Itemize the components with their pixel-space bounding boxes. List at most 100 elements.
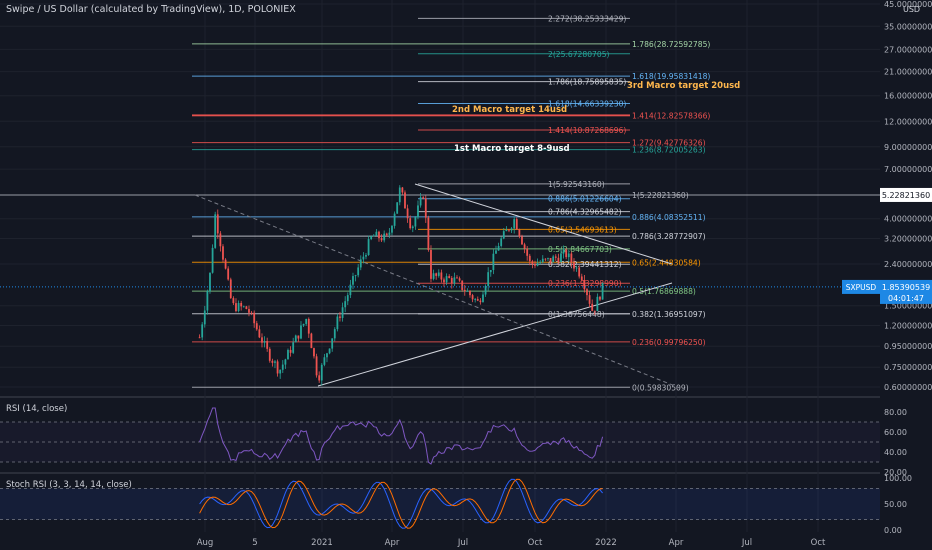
candle-body: [492, 253, 495, 271]
candle-body: [245, 306, 248, 310]
candle-body: [599, 296, 601, 300]
candle-body: [458, 278, 461, 281]
currency-label: USD: [903, 5, 920, 14]
candle-body: [430, 250, 432, 279]
stoch-tick-label: 50.00: [884, 500, 907, 509]
candle-body: [237, 302, 240, 312]
candle-body: [461, 280, 464, 290]
candle-body: [596, 296, 599, 312]
rsi-tick-label: 80.00: [884, 408, 907, 417]
candle-body: [294, 335, 297, 343]
candle-body: [378, 231, 380, 239]
candle-body: [318, 375, 321, 381]
price-tick-label: 45.00000000: [884, 0, 932, 9]
candle-body: [583, 280, 586, 290]
symbol-tag-text: SXPUSD: [846, 283, 877, 292]
time-axis[interactable]: Aug 5 2021 Apr Jul Oct 2022 Apr Jul Oct: [197, 538, 826, 548]
price-axis[interactable]: 45.00000000 35.00000000 27.00000000 21.0000…: [0, 0, 932, 392]
candle-body: [427, 217, 430, 251]
candle-body: [271, 360, 274, 363]
candle-body: [580, 276, 583, 281]
candle-body: [229, 279, 232, 299]
candle-body: [404, 192, 406, 209]
candle-body: [409, 218, 412, 229]
rsi-label[interactable]: RSI (14, close): [6, 404, 68, 414]
stoch-rsi-label[interactable]: Stoch RSI (3, 3, 14, 14, close): [6, 480, 132, 490]
candle-body: [253, 312, 256, 324]
resistance-trendline: [414, 183, 673, 265]
candle-body: [432, 273, 435, 279]
candle-body: [500, 238, 503, 246]
candle-body: [349, 284, 352, 296]
price-tick-label: 9.00000000: [884, 143, 932, 152]
price-tick-label: 0.95000000: [884, 342, 932, 351]
candle-body: [435, 273, 438, 276]
candle-body: [255, 323, 258, 330]
price-tick-label: 1.20000000: [884, 322, 932, 331]
candle-body: [370, 236, 373, 240]
candle-body: [352, 276, 354, 285]
candle-body: [396, 202, 399, 214]
candle-body: [240, 302, 243, 307]
stoch-rsi-pane[interactable]: 100.00 50.00 0.00: [0, 474, 912, 535]
candle-body: [281, 364, 284, 370]
candle-body: [554, 256, 557, 258]
candle-body: [422, 197, 425, 199]
candle-body: [487, 272, 490, 287]
price-tick-label: 35.00000000: [884, 22, 932, 31]
rsi-tick-label: 40.00: [884, 448, 907, 457]
fib-label: 0.236(0.99796250): [632, 338, 706, 347]
candle-body: [289, 349, 292, 353]
candle-body: [573, 262, 575, 269]
rsi-pane[interactable]: 80.00 60.00 40.00 20.00: [0, 407, 907, 477]
stoch-k-line: [199, 478, 603, 529]
time-tick-label: Jul: [741, 538, 752, 548]
candle-body: [372, 235, 375, 237]
candle-body: [534, 263, 536, 266]
candle-body: [448, 276, 451, 278]
candle-body: [570, 253, 573, 263]
pane-separator: [0, 396, 880, 398]
candle-body: [601, 282, 604, 300]
candle-body: [219, 233, 222, 247]
candle-body: [235, 303, 237, 312]
candle-body: [391, 225, 393, 233]
macro-target-label: 1st Macro target 8-9usd: [454, 144, 570, 154]
candle-body: [476, 299, 479, 301]
candle-body: [591, 303, 594, 311]
candle-body: [450, 277, 453, 284]
last-price-tag: [880, 279, 932, 304]
fib-label: 1.414(10.87268696): [548, 126, 626, 135]
candle-body: [419, 197, 422, 206]
candle-body: [232, 298, 235, 304]
fib-label: 0(1.36756448): [548, 310, 605, 319]
candle-body: [300, 325, 302, 339]
macro-annotations: 3rd Macro target 20usd 2nd Macro target 1…: [452, 81, 740, 154]
fib-label: 0.786(3.28772907): [632, 232, 706, 241]
candle-body: [502, 231, 505, 239]
candle-body: [268, 348, 271, 361]
candle-body: [263, 341, 266, 343]
fib-label: 0.5(1.76869888): [632, 287, 696, 296]
candle-body: [567, 253, 570, 258]
time-tick-label: Apr: [669, 538, 684, 548]
candle-body: [320, 364, 323, 381]
candle-body: [393, 213, 396, 226]
price-tick-label: 3.20000000: [884, 235, 932, 244]
candle-body: [248, 309, 250, 313]
candle-body: [471, 295, 474, 300]
candle-body: [406, 208, 409, 219]
candle-body: [552, 256, 555, 263]
candle-body: [274, 361, 276, 363]
time-tick-label: Aug: [197, 538, 214, 548]
candle-body: [242, 306, 245, 308]
candle-body: [302, 323, 305, 326]
candle-body: [326, 353, 328, 358]
candle-body: [539, 262, 542, 264]
candle-body: [305, 318, 308, 324]
stoch-band: [0, 488, 880, 520]
candle-body: [357, 267, 360, 276]
fib-label: 1.786(18.75895835): [548, 78, 626, 87]
candle-body: [557, 257, 560, 262]
